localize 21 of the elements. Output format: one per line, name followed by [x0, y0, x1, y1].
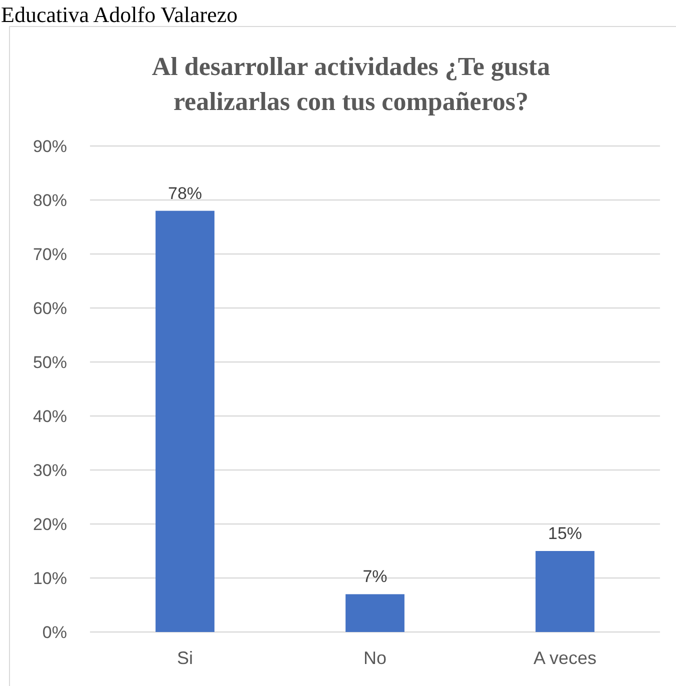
x-tick-label: A veces [533, 648, 597, 668]
y-tick-label: 40% [32, 406, 67, 426]
y-tick-label: 60% [32, 298, 67, 318]
y-tick-label: 70% [32, 244, 67, 264]
y-tick-label: 30% [32, 460, 67, 480]
y-tick-label: 50% [32, 352, 67, 372]
y-tick-label: 10% [32, 568, 67, 588]
text: Educativa Adolfo Valarezo [1, 2, 238, 27]
data-label: 7% [362, 567, 388, 586]
data-label: 78% [168, 184, 202, 203]
y-tick-label: 90% [32, 136, 67, 156]
bar [536, 551, 594, 632]
bar [346, 594, 404, 632]
y-tick-label: 80% [32, 190, 67, 210]
x-tick-label: No [363, 648, 387, 668]
y-tick-label: 20% [32, 514, 67, 534]
bar [156, 210, 214, 632]
x-tick-label: Si [176, 648, 194, 668]
y-tick-label: 0% [42, 622, 67, 642]
data-label: 15% [548, 524, 582, 543]
chart-title: Al desarrollar actividades ¿Te gusta realizarlas con tus compañeros? [152, 52, 550, 116]
